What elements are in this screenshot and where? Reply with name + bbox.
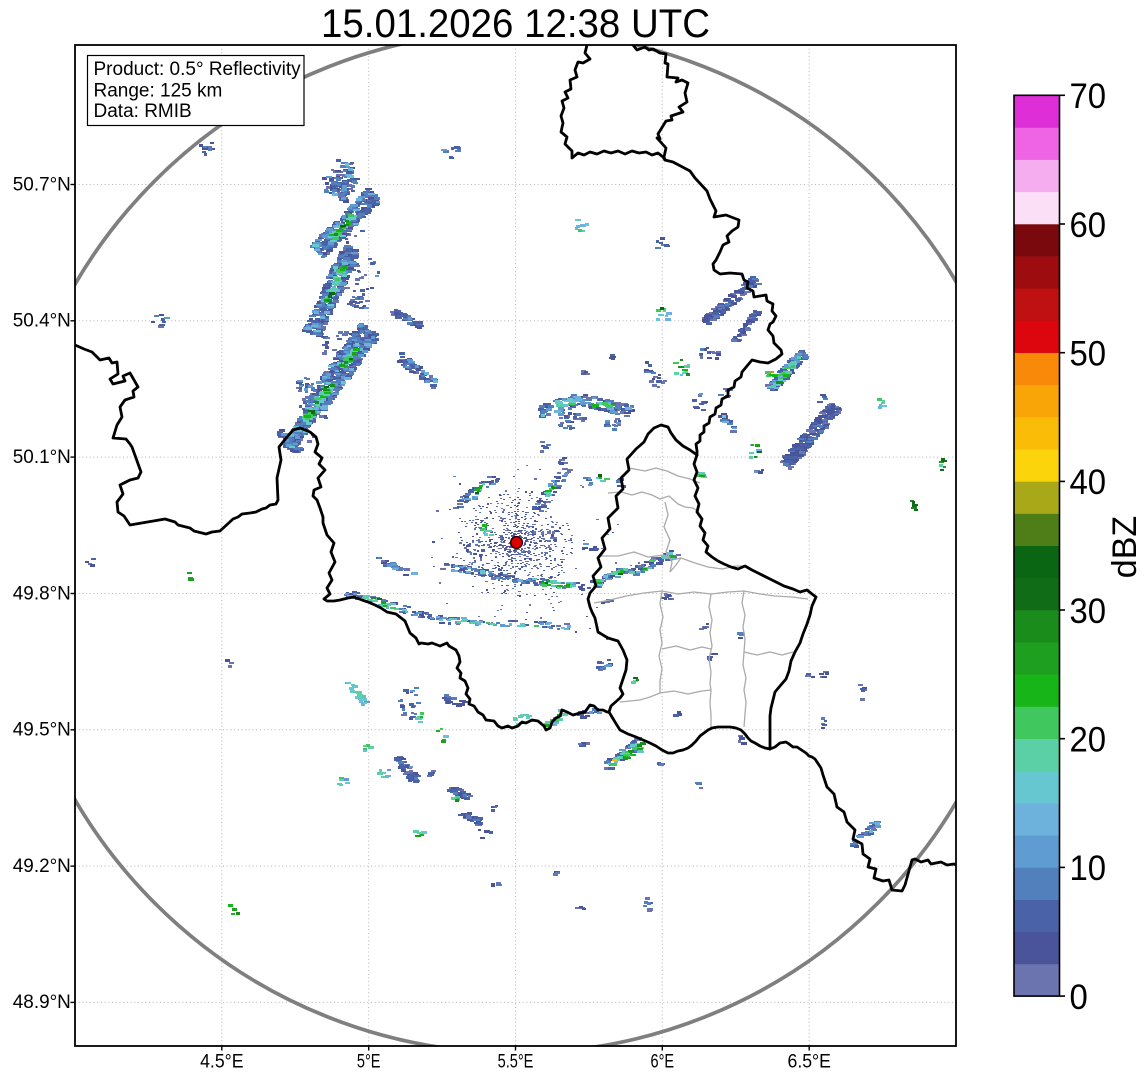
svg-text:0: 0 <box>1070 978 1088 1017</box>
svg-text:40: 40 <box>1070 463 1107 502</box>
svg-text:30: 30 <box>1070 592 1107 631</box>
svg-text:Range: 125 km: Range: 125 km <box>94 81 223 102</box>
svg-text:15.01.2026 12:38 UTC: 15.01.2026 12:38 UTC <box>321 2 710 46</box>
svg-text:49.5°N: 49.5°N <box>13 719 71 741</box>
svg-text:60: 60 <box>1070 206 1107 245</box>
svg-text:10: 10 <box>1070 849 1107 888</box>
svg-text:50.7°N: 50.7°N <box>13 173 71 195</box>
svg-text:5.5°E: 5.5°E <box>498 1051 534 1073</box>
svg-text:4.5°E: 4.5°E <box>200 1051 243 1073</box>
svg-text:Data: RMIB: Data: RMIB <box>94 101 192 122</box>
svg-text:70: 70 <box>1070 77 1107 116</box>
svg-text:50.1°N: 50.1°N <box>13 446 71 468</box>
svg-text:48.9°N: 48.9°N <box>13 991 71 1013</box>
svg-text:Product: 0.5° Reflectivity: Product: 0.5° Reflectivity <box>94 59 302 80</box>
svg-text:6.5°E: 6.5°E <box>788 1051 831 1073</box>
svg-text:50: 50 <box>1070 335 1107 374</box>
svg-text:6°E: 6°E <box>651 1051 675 1073</box>
svg-text:5°E: 5°E <box>357 1051 381 1073</box>
svg-text:50.4°N: 50.4°N <box>13 310 71 332</box>
svg-text:dBZ: dBZ <box>1106 516 1144 578</box>
svg-text:49.2°N: 49.2°N <box>13 855 71 877</box>
svg-text:20: 20 <box>1070 721 1107 760</box>
svg-text:49.8°N: 49.8°N <box>13 582 71 604</box>
